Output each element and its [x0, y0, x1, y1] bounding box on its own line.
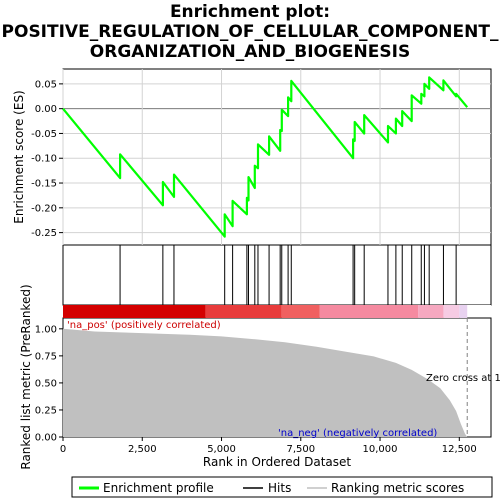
x-tick-label: 5,000	[207, 444, 236, 455]
es-y-tick-label: -0.20	[31, 203, 57, 214]
neg-correlated-label: 'na_neg' (negatively correlated)	[278, 428, 437, 439]
ranking-metric-area	[63, 328, 468, 437]
colorbar-segment	[281, 305, 320, 318]
colorbar-segment	[63, 305, 206, 318]
x-tick-label: 0	[60, 444, 66, 455]
zero-cross-label: Zero cross at 1	[426, 373, 500, 384]
colorbar-segment	[319, 305, 419, 318]
legend-ranking-label: Ranking metric scores	[331, 481, 464, 495]
title-line-1: Enrichment plot:	[169, 2, 331, 22]
pos-correlated-label: 'na_pos' (positively correlated)	[67, 320, 221, 331]
metric-y-tick-label: 1.00	[35, 324, 57, 335]
es-profile-line	[62, 76, 469, 238]
es-axis-title: Enrichment score (ES)	[12, 90, 26, 223]
metric-y-tick-label: 0.75	[35, 351, 57, 362]
es-y-tick-label: -0.25	[31, 228, 57, 239]
title-line-3: ORGANIZATION_AND_BIOGENESIS	[89, 42, 411, 62]
x-axis-title: Rank in Ordered Dataset	[203, 455, 351, 469]
metric-layer	[63, 318, 468, 437]
metric-y-tick-label: 0.00	[35, 433, 57, 444]
es-profile-layer	[62, 76, 469, 238]
es-panel-frame	[62, 68, 492, 246]
axes-layer: 0.05 0.00 -0.05 -0.10 -0.15 -0.20 -0.25 1.00 0.7…	[31, 79, 477, 455]
metric-y-tick-label: 0.50	[35, 378, 57, 389]
x-tick-label: 2,500	[128, 444, 157, 455]
es-y-tick-label: -0.05	[31, 129, 57, 140]
x-tick-label: 12,500	[442, 444, 477, 455]
es-y-tick-label: -0.10	[31, 154, 57, 165]
es-y-tick-label: 0.00	[35, 104, 57, 115]
metric-axis-title: Ranked list metric (PreRanked)	[19, 284, 33, 469]
legend-enrichment-label: Enrichment profile	[103, 481, 214, 495]
colorbar-segment	[205, 305, 282, 318]
metric-y-tick-label: 0.25	[35, 405, 57, 416]
legend-box	[71, 476, 493, 498]
es-y-tick-label: -0.15	[31, 179, 57, 190]
hits-panel-frame	[62, 244, 492, 306]
colorbar-segment	[443, 305, 460, 318]
legend-hits-label: Hits	[268, 481, 291, 495]
es-y-tick-label: 0.05	[35, 79, 57, 90]
hits-layer	[119, 245, 457, 305]
es-gridlines	[62, 69, 491, 245]
x-tick-label: 10,000	[363, 444, 398, 455]
colorbar-segment	[459, 305, 468, 318]
x-tick-label: 7,500	[286, 444, 315, 455]
title-line-2: POSITIVE_REGULATION_OF_CELLULAR_COMPONEN…	[1, 22, 499, 42]
colorbar-segment	[418, 305, 444, 318]
colorbar-layer	[63, 305, 468, 318]
